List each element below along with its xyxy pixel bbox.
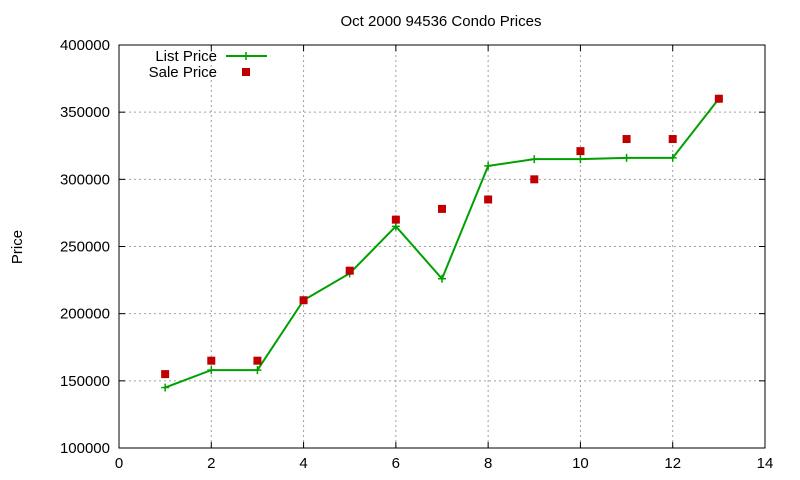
series-list-price (161, 94, 723, 392)
list-price-line (164, 98, 720, 389)
sale-price-point (438, 204, 446, 213)
x-tick-label: 14 (757, 455, 774, 472)
series (161, 94, 723, 392)
axis-ticks: 0 2 4 6 8 10 12 14 100000 150000 200000 250000 30000… (60, 37, 773, 472)
legend-entry-list-price: List Price (155, 48, 267, 65)
legend-plus-marker (242, 52, 250, 60)
list-price-point (161, 383, 170, 392)
list-price-point (622, 153, 631, 162)
x-tick-label: 4 (299, 455, 307, 472)
list-price-point (484, 161, 493, 170)
sale-price-point (714, 94, 723, 103)
y-tick-label: 350000 (60, 104, 110, 121)
sale-price-point (576, 147, 585, 156)
list-price-point (438, 274, 446, 283)
y-tick-label: 400000 (60, 37, 110, 54)
y-tick-label: 300000 (60, 171, 110, 188)
sale-price-point (530, 175, 539, 184)
sale-price-point (622, 135, 631, 144)
sale-price-point (668, 135, 677, 144)
sale-price-point (253, 356, 262, 365)
chart-title: Oct 2000 94536 Condo Prices (341, 13, 542, 30)
y-tick-label: 100000 (60, 440, 110, 457)
list-price-point (253, 366, 262, 375)
series-sale-price (161, 94, 723, 379)
legend-label: List Price (155, 48, 217, 65)
x-tick-label: 0 (115, 455, 123, 472)
y-tick-label: 150000 (60, 373, 110, 390)
x-tick-label: 12 (664, 455, 681, 472)
sale-price-point (391, 215, 400, 224)
y-tick-label: 250000 (60, 239, 110, 256)
list-price-point (668, 153, 677, 162)
sale-price-point (484, 195, 493, 204)
x-tick-label: 2 (207, 455, 215, 472)
y-tick-label: 200000 (60, 306, 110, 323)
sale-price-point (299, 296, 308, 305)
list-price-point (530, 155, 539, 164)
x-tick-label: 8 (484, 455, 492, 472)
list-price-point (207, 366, 216, 375)
y-axis-label: Price (9, 230, 26, 264)
list-price-point (391, 222, 400, 231)
sale-price-point (207, 356, 216, 365)
x-tick-label: 6 (392, 455, 400, 472)
sale-price-point (345, 266, 354, 275)
grid (119, 45, 765, 448)
x-tick-label: 10 (572, 455, 589, 472)
legend-entry-sale-price: Sale Price (149, 64, 250, 81)
list-price-point (576, 155, 585, 164)
sale-price-point (161, 370, 170, 379)
legend-label: Sale Price (149, 64, 217, 81)
legend-square-marker (242, 68, 250, 76)
